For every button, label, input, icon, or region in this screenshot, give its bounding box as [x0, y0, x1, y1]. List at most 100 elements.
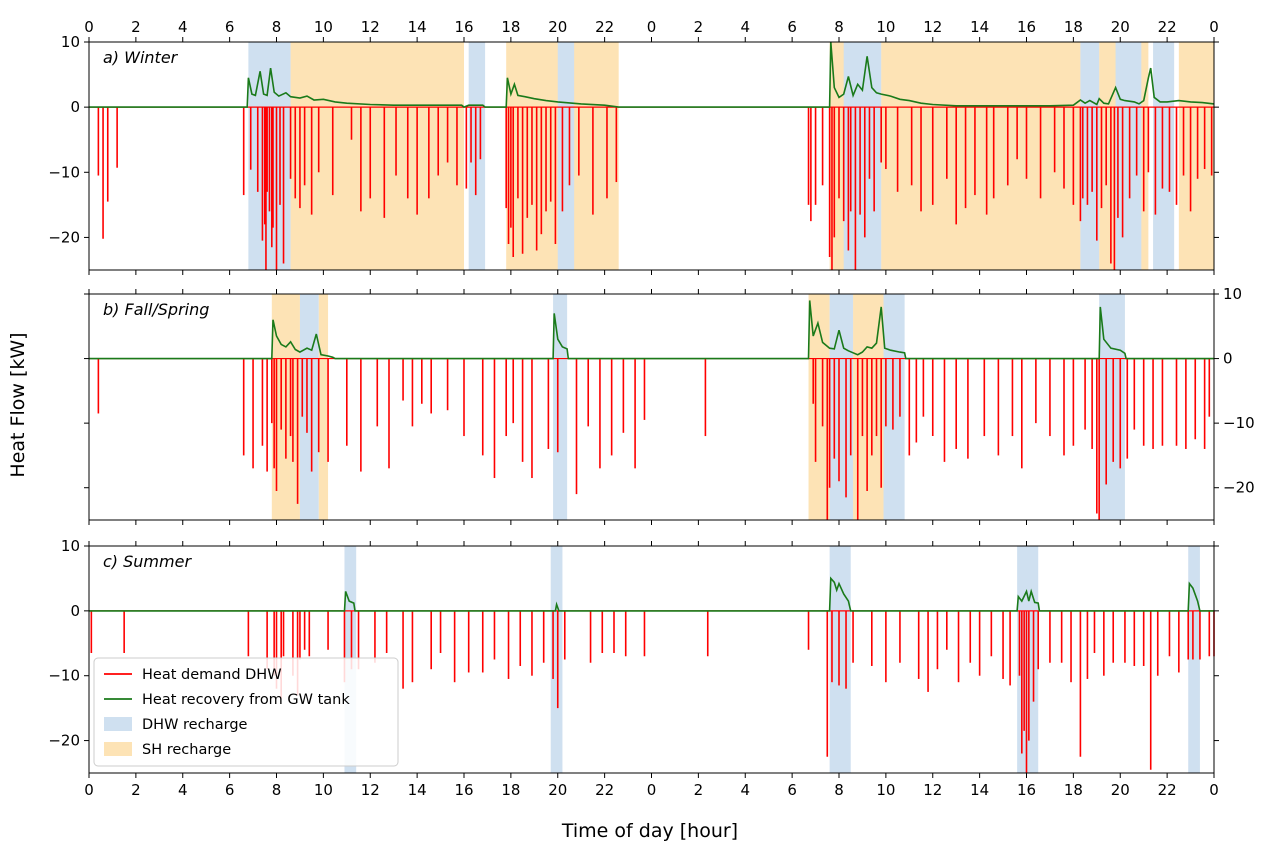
x-tick-label-bottom: 22 — [595, 781, 614, 799]
x-tick-label-top: 8 — [272, 18, 282, 36]
x-tick-label-bottom: 12 — [361, 781, 380, 799]
x-tick-label-top: 8 — [834, 18, 844, 36]
x-tick-label-bottom: 14 — [408, 781, 427, 799]
panels-group: 0 2 4 6 8 10 12 14 16 18 20 22 0 2 4 6 8 10 12 14 16 18 20 22 01… — [48, 18, 1254, 799]
x-tick-label-bottom: 18 — [501, 781, 520, 799]
sh-recharge-span — [808, 294, 830, 520]
x-tick-label-top: 20 — [548, 18, 567, 36]
y-tick-label: −10 — [1223, 414, 1255, 432]
legend-label: Heat demand DHW — [142, 667, 282, 683]
x-tick-label-top: 2 — [694, 18, 704, 36]
x-tick-label-top: 14 — [408, 18, 427, 36]
x-tick-label-bottom: 10 — [876, 781, 895, 799]
y-tick-label: 10 — [61, 537, 80, 555]
y-tick-label: −20 — [48, 228, 80, 246]
dhw-recharge-span — [550, 546, 563, 773]
x-tick-label-top: 20 — [1111, 18, 1130, 36]
y-tick-label: −10 — [48, 667, 80, 685]
y-tick-label: 0 — [70, 602, 80, 620]
y-tick-label: 10 — [61, 33, 80, 51]
panel-frame — [88, 293, 1215, 521]
dhw-recharge-span — [829, 546, 851, 773]
y-tick-label: −20 — [1223, 479, 1255, 497]
x-tick-label-top: 10 — [876, 18, 895, 36]
dhw-recharge-span — [1153, 42, 1175, 270]
x-tick-label-bottom: 18 — [1064, 781, 1083, 799]
dhw-recharge-span — [553, 294, 568, 520]
dhw-recharge-span — [1017, 546, 1039, 773]
x-axis-title: Time of day [hour] — [561, 820, 738, 842]
x-tick-label-top: 0 — [84, 18, 94, 36]
x-tick-label-top: 22 — [1158, 18, 1177, 36]
sh-recharge-span — [318, 294, 329, 520]
legend-swatch — [104, 717, 132, 731]
dhw-recharge-span — [468, 42, 486, 270]
y-tick-label: 0 — [70, 98, 80, 116]
x-tick-label-bottom: 14 — [970, 781, 989, 799]
sh-recharge-span — [1178, 42, 1214, 270]
legend-label: Heat recovery from GW tank — [142, 692, 350, 708]
dhw-recharge-span — [1115, 42, 1142, 270]
x-tick-label-bottom: 0 — [84, 781, 94, 799]
x-tick-label-bottom: 4 — [740, 781, 750, 799]
x-tick-label-bottom: 22 — [1158, 781, 1177, 799]
x-tick-label-bottom: 12 — [923, 781, 942, 799]
x-tick-label-top: 4 — [740, 18, 750, 36]
y-axis-title: Heat Flow [kW] — [7, 332, 29, 477]
legend-box — [93, 657, 399, 767]
dhw-recharge-span — [1080, 42, 1100, 270]
x-tick-label-bottom: 20 — [548, 781, 567, 799]
panel-title: b) Fall/Spring — [103, 300, 209, 319]
y-tick-label: −20 — [48, 732, 80, 750]
recovery-line — [89, 300, 1214, 360]
y-tick-label: 10 — [1223, 285, 1242, 303]
x-tick-label-top: 2 — [131, 18, 141, 36]
x-tick-label-bottom: 16 — [1017, 781, 1036, 799]
x-tick-label-top: 18 — [501, 18, 520, 36]
recovery-line — [89, 41, 1215, 109]
x-tick-label-bottom: 6 — [787, 781, 797, 799]
x-tick-label-top: 0 — [1209, 18, 1219, 36]
x-tick-label-bottom: 0 — [1209, 781, 1219, 799]
recovery-line — [89, 576, 1214, 612]
x-tick-label-top: 12 — [923, 18, 942, 36]
x-tick-label-bottom: 10 — [314, 781, 333, 799]
legend-label: DHW recharge — [142, 717, 248, 733]
dhw-recharge-span — [843, 42, 882, 270]
dhw-recharge-span — [883, 294, 905, 520]
y-tick-label: −10 — [48, 163, 80, 181]
x-tick-label-top: 6 — [225, 18, 235, 36]
legend-swatch — [104, 742, 132, 756]
x-tick-label-top: 0 — [647, 18, 657, 36]
panel-title: a) Winter — [103, 48, 179, 67]
x-tick-label-bottom: 0 — [647, 781, 657, 799]
x-tick-label-top: 12 — [361, 18, 380, 36]
dhw-recharge-span — [557, 42, 575, 270]
dhw-recharge-span — [299, 294, 319, 520]
x-tick-label-bottom: 4 — [178, 781, 188, 799]
y-tick-label: 0 — [1223, 350, 1233, 368]
panel-title: c) Summer — [103, 552, 192, 571]
x-tick-label-top: 22 — [595, 18, 614, 36]
x-tick-label-bottom: 20 — [1111, 781, 1130, 799]
x-tick-label-top: 16 — [454, 18, 473, 36]
x-tick-label-bottom: 8 — [834, 781, 844, 799]
x-tick-label-top: 10 — [314, 18, 333, 36]
x-tick-label-bottom: 6 — [225, 781, 235, 799]
x-tick-label-bottom: 16 — [454, 781, 473, 799]
x-tick-label-top: 18 — [1064, 18, 1083, 36]
panel-0: 0 2 4 6 8 10 12 14 16 18 20 22 0 2 4 6 8 10 12 14 16 18 20 22 01… — [48, 18, 1219, 275]
x-tick-label-top: 4 — [178, 18, 188, 36]
x-tick-label-bottom: 8 — [272, 781, 282, 799]
dhw-recharge-span — [829, 294, 854, 520]
dhw-recharge-span — [1188, 546, 1200, 773]
legend-label: SH recharge — [142, 742, 231, 758]
x-tick-label-bottom: 2 — [131, 781, 141, 799]
legend: Heat demand DHW Heat recovery from GW tan… — [93, 657, 399, 767]
x-tick-label-top: 6 — [787, 18, 797, 36]
x-tick-label-bottom: 2 — [694, 781, 704, 799]
panel-2: 0 2 4 6 8 10 12 14 16 18 20 22 0 2 4 6 8 10 12 14 16 18 20 22 0 1… — [48, 537, 1219, 799]
sh-recharge-span — [881, 42, 1081, 270]
x-tick-label-top: 14 — [970, 18, 989, 36]
